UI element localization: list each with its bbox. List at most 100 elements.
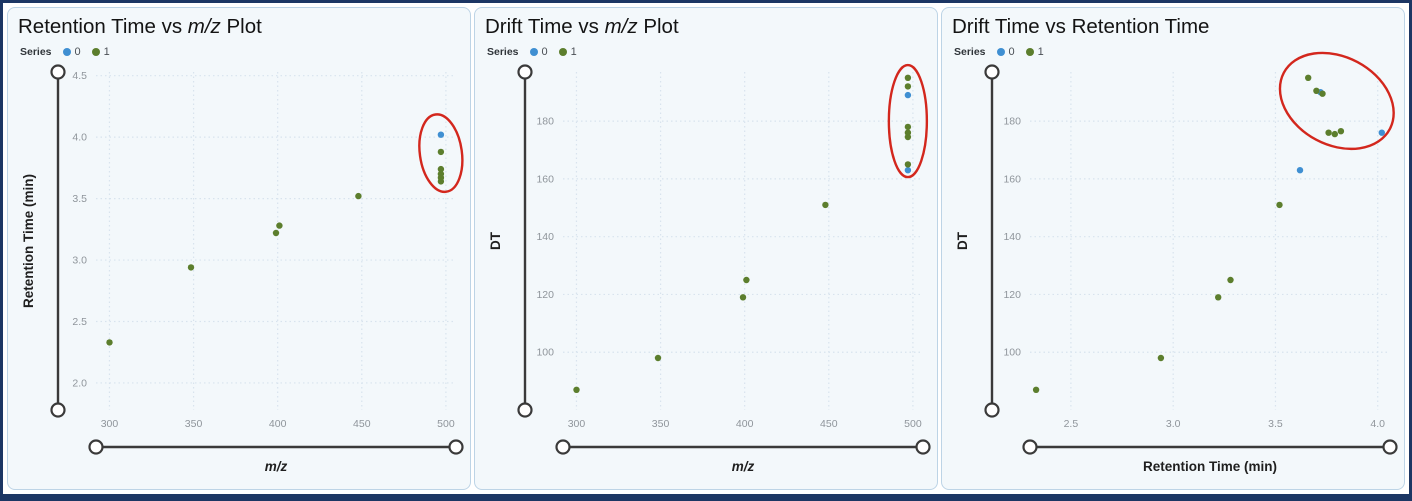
series0-swatch-icon — [529, 47, 538, 56]
y-axis-label: DT — [488, 231, 503, 250]
y-tick-label: 160 — [536, 173, 554, 185]
legend-item-series1[interactable]: 1 — [1025, 45, 1044, 58]
y-range-slider-handle-top[interactable] — [984, 63, 1000, 80]
data-point-series1 — [1313, 87, 1320, 94]
legend-item-series1[interactable]: 1 — [91, 45, 110, 58]
y-tick-label: 120 — [1003, 289, 1021, 301]
chart-title-prefix: Drift Time vs Retention Time — [952, 15, 1210, 38]
data-point-series1 — [573, 386, 580, 393]
legend: Series 0 1 — [954, 46, 1398, 58]
legend-label: Series — [954, 45, 986, 58]
series1-swatch-icon — [91, 47, 100, 56]
series1-swatch-icon — [558, 47, 567, 56]
data-point-series1 — [276, 221, 283, 229]
x-range-slider-handle-right[interactable] — [448, 438, 464, 455]
x-tick-label: 400 — [736, 418, 754, 430]
y-tick-label: 140 — [536, 231, 554, 243]
legend-item-series0[interactable]: 0 — [529, 45, 548, 58]
data-point-series1 — [437, 165, 445, 172]
scatter-plot-dt-vs-mz: 300 350 400 450 500 100 120 140 160 180 DT m/z — [488, 63, 931, 474]
x-tick-label: 3.0 — [1166, 418, 1181, 430]
highlight-ellipse — [1278, 51, 1395, 150]
data-point-series1 — [1157, 354, 1165, 361]
legend-item-series0[interactable]: 0 — [996, 45, 1015, 58]
chart-title-prefix: Retention Time vs — [18, 15, 188, 38]
y-tick-label: 2.0 — [72, 377, 87, 389]
legend-item-label: 1 — [570, 45, 577, 58]
chart-title-suffix: Plot — [220, 15, 262, 38]
x-range-slider-handle-right[interactable] — [915, 438, 931, 455]
data-point-series1 — [1276, 201, 1283, 208]
legend-item-label: 0 — [1008, 45, 1015, 58]
y-tick-label: 180 — [536, 115, 554, 127]
y-tick-label: 3.0 — [72, 254, 87, 266]
legend-label: Series — [20, 45, 52, 58]
y-tick-label: 2.5 — [72, 316, 87, 328]
chart-title: Drift Time vs Retention Time — [952, 15, 1398, 40]
x-tick-label: 3.5 — [1268, 418, 1283, 430]
y-range-slider-handle-bottom[interactable] — [517, 401, 533, 418]
data-point-series1 — [437, 148, 445, 155]
x-tick-label: 350 — [652, 418, 670, 430]
series1-swatch-icon — [1025, 47, 1034, 56]
y-tick-label: 160 — [1003, 173, 1021, 185]
scatter-plot-dt-vs-rt: 2.5 3.0 3.5 4.0 100 120 140 160 180 DT Retention T… — [955, 51, 1398, 474]
legend-item-series1[interactable]: 1 — [558, 45, 577, 58]
y-tick-label: 4.5 — [72, 70, 87, 82]
data-point-series1 — [355, 192, 362, 199]
chart-title-italic: m/z — [604, 15, 638, 38]
legend-item-label: 0 — [541, 45, 548, 58]
panel-retention-time-vs-mz: Retention Time vs m/z Plot Series 0 1 30… — [7, 7, 471, 490]
legend-item-series0[interactable]: 0 — [62, 45, 81, 58]
data-point-series1 — [739, 293, 747, 301]
data-point-series1 — [106, 338, 113, 346]
x-range-slider-handle-left[interactable] — [88, 438, 104, 455]
data-point-series1 — [437, 170, 445, 177]
x-range-slider-handle-right[interactable] — [1382, 438, 1398, 455]
y-range-slider-handle-top[interactable] — [517, 63, 533, 80]
x-tick-label: 400 — [269, 418, 287, 430]
y-tick-label: 120 — [536, 289, 554, 301]
legend-label: Series — [487, 45, 519, 58]
y-tick-label: 180 — [1003, 115, 1021, 127]
y-tick-label: 3.5 — [72, 193, 87, 205]
chart-title-suffix: Plot — [637, 15, 679, 38]
chart-title-italic: m/z — [187, 15, 221, 38]
legend-item-label: 1 — [103, 45, 110, 58]
data-point-series1 — [1337, 127, 1345, 134]
legend: Series 0 1 — [487, 46, 931, 58]
data-point-series1 — [1325, 129, 1332, 136]
x-tick-label: 350 — [185, 418, 203, 430]
data-point-series1 — [1305, 74, 1312, 81]
x-tick-label: 300 — [101, 418, 119, 430]
data-point-series1 — [904, 123, 912, 130]
scatter-plot-rt-vs-mz: 300 350 400 450 500 2.0 2.5 3.0 3.5 4.0 4.5 Retenti… — [21, 63, 464, 474]
data-point-series1 — [1331, 130, 1338, 137]
highlight-ellipse — [418, 112, 464, 193]
x-tick-label: 300 — [568, 418, 586, 430]
data-point-series1 — [1319, 90, 1326, 97]
series0-swatch-icon — [996, 47, 1005, 56]
panel-drift-time-vs-retention-time: Drift Time vs Retention Time Series 0 1 … — [941, 7, 1405, 490]
data-point-series1 — [1215, 293, 1222, 301]
data-point-series1 — [822, 201, 829, 208]
y-range-slider-handle-top[interactable] — [50, 63, 66, 80]
x-range-slider-handle-left[interactable] — [555, 438, 571, 455]
data-point-series1 — [904, 82, 912, 90]
legend-item-label: 0 — [74, 45, 81, 58]
y-tick-label: 100 — [536, 346, 554, 358]
data-point-series0 — [1378, 129, 1385, 136]
y-range-slider-handle-bottom[interactable] — [50, 401, 66, 418]
x-tick-label: 450 — [820, 418, 838, 430]
x-axis-label: m/z — [265, 459, 288, 474]
data-point-series1 — [187, 263, 195, 271]
x-tick-label: 4.0 — [1370, 418, 1385, 430]
y-range-slider-handle-bottom[interactable] — [984, 401, 1000, 418]
legend-item-label: 1 — [1037, 45, 1044, 58]
data-point-series0 — [904, 91, 912, 98]
chart-title: Retention Time vs m/z Plot — [18, 15, 464, 40]
x-range-slider-handle-left[interactable] — [1022, 438, 1038, 455]
data-point-series1 — [743, 276, 750, 283]
data-point-series1 — [1227, 276, 1234, 283]
